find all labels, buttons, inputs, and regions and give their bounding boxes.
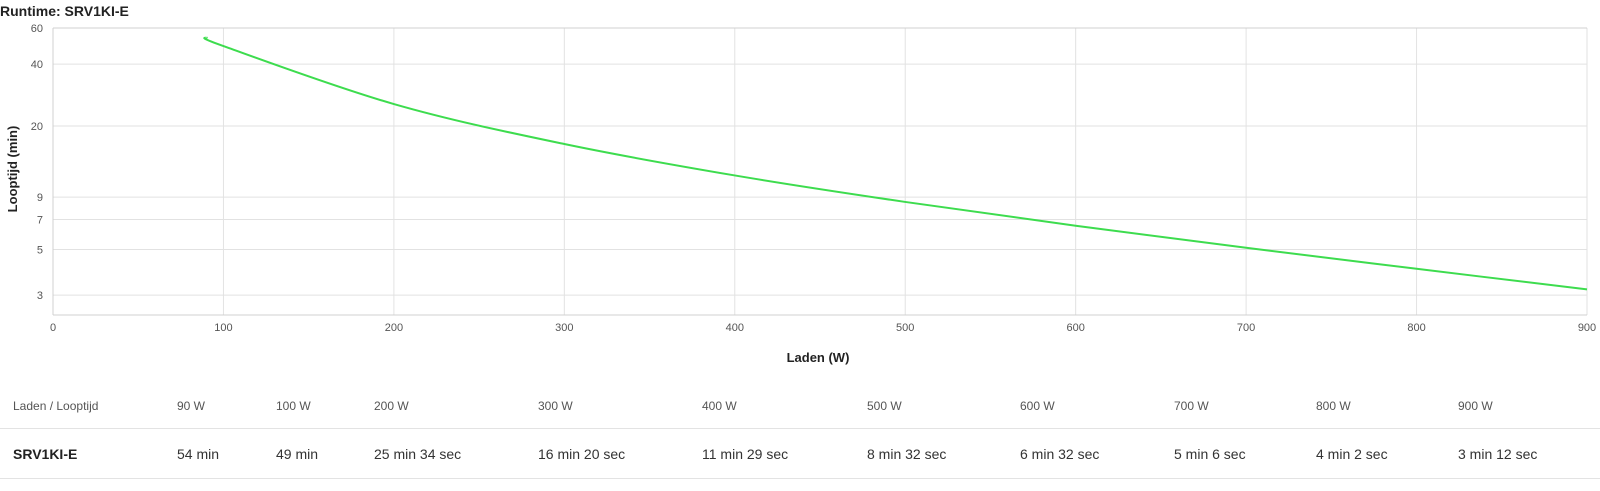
chart-title: Runtime: SRV1KI-E	[0, 3, 129, 19]
x-tick-label: 700	[1237, 322, 1255, 334]
runtime-table: Laden / Looptijd 90 W 100 W 200 W 300 W …	[0, 383, 1600, 479]
runtime-series-line	[203, 36, 1588, 291]
table-header-cell: 90 W	[177, 383, 276, 429]
x-tick-label: 100	[214, 322, 232, 334]
table-cell: 6 min 32 sec	[1020, 428, 1174, 479]
table-cell: 8 min 32 sec	[867, 428, 1020, 479]
chart-axes	[52, 27, 1587, 316]
table-cell: 3 min 12 sec	[1458, 428, 1600, 479]
y-tick-label: 9	[37, 192, 43, 204]
runtime-chart: Runtime: SRV1KI-E 0 100 200 300 400 500 600 700…	[0, 3, 1596, 365]
table-cell: 4 min 2 sec	[1316, 428, 1458, 479]
x-tick-label: 300	[555, 322, 573, 334]
table-header-cell: 300 W	[538, 383, 702, 429]
y-tick-label: 40	[31, 59, 43, 71]
chart-series	[203, 36, 1588, 291]
x-axis-ticks: 0 100 200 300 400 500 600 700 800 900	[50, 322, 1596, 334]
table-header-cell: 100 W	[276, 383, 374, 429]
x-tick-label: 200	[385, 322, 403, 334]
x-tick-label: 0	[50, 322, 56, 334]
y-tick-label: 60	[31, 23, 43, 35]
y-tick-label: 3	[37, 290, 43, 302]
table-row: SRV1KI-E 54 min 49 min 25 min 34 sec 16 …	[0, 428, 1600, 479]
x-tick-label: 400	[726, 322, 744, 334]
table-header-row: Laden / Looptijd 90 W 100 W 200 W 300 W …	[0, 383, 1600, 429]
table-header-cell: 900 W	[1458, 383, 1600, 429]
table-cell: 49 min	[276, 428, 374, 479]
y-axis-label: Looptijd (min)	[5, 126, 20, 213]
table-row-label: SRV1KI-E	[0, 428, 177, 479]
table-header-cell: 400 W	[702, 383, 867, 429]
y-axis-ticks: 60 40 20 9 7 5 3	[31, 23, 43, 302]
y-tick-label: 5	[37, 245, 43, 257]
x-tick-label: 800	[1407, 322, 1425, 334]
y-tick-label: 20	[31, 121, 43, 133]
table-header-cell: 600 W	[1020, 383, 1174, 429]
table-cell: 16 min 20 sec	[538, 428, 702, 479]
y-tick-label: 7	[37, 215, 43, 227]
table-header-cell: 700 W	[1174, 383, 1316, 429]
x-tick-label: 500	[896, 322, 914, 334]
x-tick-label: 600	[1066, 322, 1084, 334]
table-cell: 25 min 34 sec	[374, 428, 538, 479]
table-header-cell: 200 W	[374, 383, 538, 429]
table-header-cell: Laden / Looptijd	[0, 383, 177, 429]
chart-grid	[52, 27, 1588, 315]
x-axis-label: Laden (W)	[787, 350, 850, 365]
table-header-cell: 500 W	[867, 383, 1020, 429]
table-cell: 54 min	[177, 428, 276, 479]
table-header-cell: 800 W	[1316, 383, 1458, 429]
x-tick-label: 900	[1578, 322, 1596, 334]
table-cell: 11 min 29 sec	[702, 428, 867, 479]
table-cell: 5 min 6 sec	[1174, 428, 1316, 479]
